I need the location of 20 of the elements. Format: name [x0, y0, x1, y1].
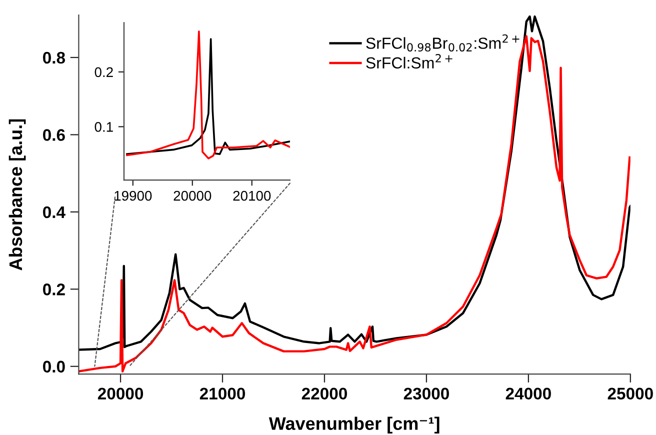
legend-label: SrFCl$_{0.98}$Br$_{0.02}$:Sm$^{2+}$	[366, 34, 520, 52]
y-axis-title: Absorbance [a.u.]	[8, 119, 26, 270]
y-tick-label: 0.0	[43, 360, 65, 373]
x-tick-label: 20100	[233, 190, 271, 201]
x-tick-label: 24000	[506, 388, 551, 400]
x-tick-label: 22000	[302, 388, 347, 400]
x-tick-label: 25000	[608, 388, 653, 400]
x-tick-label: 21000	[200, 388, 245, 400]
legend-label: SrFCl:Sm$^{2+}$	[366, 54, 452, 69]
x-axis-title: Wavenumber [cm⁻¹]	[268, 416, 440, 434]
x-tick-label: 20000	[98, 388, 144, 400]
x-tick-label: 23000	[404, 388, 449, 400]
x-tick-label: 20000	[174, 190, 212, 201]
x-tick-label: 19900	[114, 190, 152, 201]
y-tick-label: 0.2	[94, 67, 113, 78]
y-tick-label: 0.4	[43, 206, 66, 218]
y-tick-label: 0.8	[43, 52, 66, 64]
y-tick-label: 0.2	[43, 284, 65, 296]
y-tick-label: 0.1	[94, 122, 113, 132]
y-tick-label: 0.6	[43, 129, 65, 141]
